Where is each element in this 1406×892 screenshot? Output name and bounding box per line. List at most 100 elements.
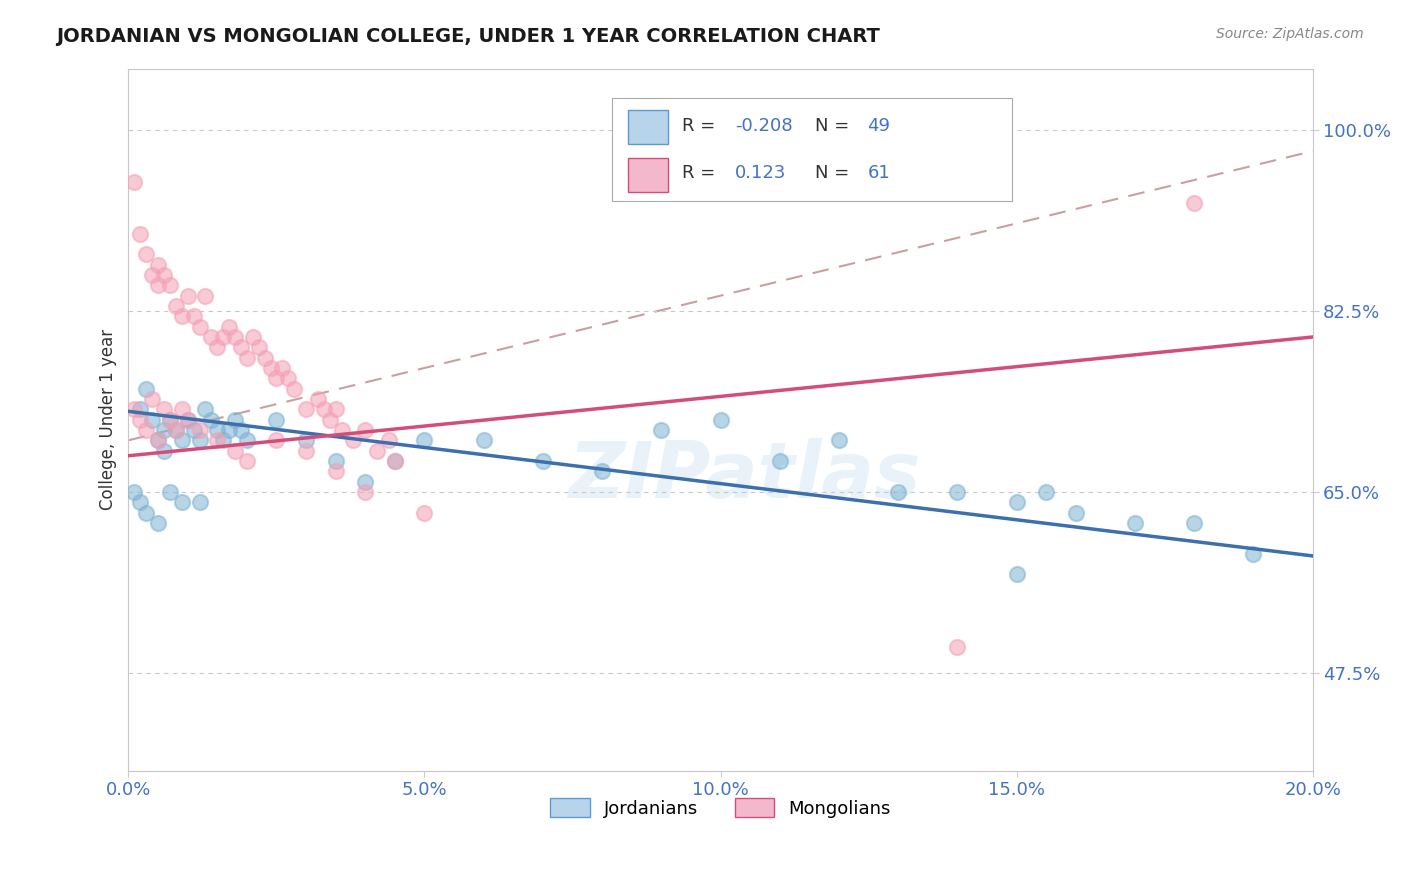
Point xyxy=(141,392,163,406)
Text: N =: N = xyxy=(815,164,849,182)
Text: -0.208: -0.208 xyxy=(735,117,793,135)
Point xyxy=(141,268,163,282)
Text: N =: N = xyxy=(815,117,849,135)
Point xyxy=(828,434,851,448)
Point xyxy=(236,351,259,365)
Point xyxy=(472,434,495,448)
Text: ZIPatlas: ZIPatlas xyxy=(568,438,921,514)
Point xyxy=(188,495,211,509)
Point xyxy=(229,340,252,354)
Point xyxy=(1005,567,1028,582)
Point xyxy=(259,361,281,376)
Point xyxy=(212,330,235,344)
Point xyxy=(200,330,222,344)
Point xyxy=(135,423,157,437)
Point xyxy=(200,412,222,426)
Text: R =: R = xyxy=(682,117,716,135)
Point xyxy=(319,412,342,426)
Point xyxy=(165,423,187,437)
Point xyxy=(312,402,335,417)
Point xyxy=(354,423,377,437)
Point xyxy=(159,278,181,293)
Point xyxy=(153,268,176,282)
Point xyxy=(887,484,910,499)
Point xyxy=(384,454,406,468)
Point xyxy=(188,434,211,448)
Point xyxy=(325,402,347,417)
Point xyxy=(165,299,187,313)
Point xyxy=(188,423,211,437)
Point xyxy=(591,464,613,478)
Point xyxy=(650,423,672,437)
Point xyxy=(146,434,169,448)
Point xyxy=(124,175,146,189)
Legend: Jordanians, Mongolians: Jordanians, Mongolians xyxy=(543,791,898,825)
Point xyxy=(153,423,176,437)
Point xyxy=(153,443,176,458)
Point xyxy=(124,402,146,417)
Point xyxy=(946,484,969,499)
Point xyxy=(212,434,235,448)
Point xyxy=(709,412,731,426)
Point xyxy=(1123,516,1146,530)
Point xyxy=(236,454,259,468)
Point xyxy=(366,443,388,458)
Point xyxy=(183,310,205,324)
Point xyxy=(129,227,152,241)
Point xyxy=(1241,547,1264,561)
Point xyxy=(176,288,198,302)
Point xyxy=(135,506,157,520)
Point xyxy=(378,434,401,448)
Point xyxy=(207,423,229,437)
Point xyxy=(218,319,240,334)
Point xyxy=(159,412,181,426)
Point xyxy=(1182,195,1205,210)
Point xyxy=(1035,484,1057,499)
Point xyxy=(325,464,347,478)
Point xyxy=(188,319,211,334)
Text: 61: 61 xyxy=(868,164,890,182)
Point xyxy=(413,506,436,520)
Point xyxy=(325,454,347,468)
Point xyxy=(277,371,299,385)
Point xyxy=(769,454,792,468)
Text: 0.123: 0.123 xyxy=(735,164,787,182)
Point xyxy=(307,392,329,406)
Point xyxy=(129,495,152,509)
Point xyxy=(236,434,259,448)
Point xyxy=(295,434,318,448)
Point xyxy=(146,516,169,530)
Point xyxy=(342,434,364,448)
Point xyxy=(531,454,554,468)
Point xyxy=(194,288,217,302)
Point xyxy=(124,484,146,499)
Point xyxy=(946,640,969,654)
Point xyxy=(266,434,288,448)
Point xyxy=(170,495,193,509)
Point xyxy=(159,484,181,499)
Point xyxy=(170,402,193,417)
Point xyxy=(413,434,436,448)
Point xyxy=(176,412,198,426)
Point xyxy=(1064,506,1087,520)
Point xyxy=(129,412,152,426)
Point xyxy=(330,423,353,437)
Point xyxy=(229,423,252,437)
Point xyxy=(224,443,246,458)
Point xyxy=(247,340,270,354)
Text: JORDANIAN VS MONGOLIAN COLLEGE, UNDER 1 YEAR CORRELATION CHART: JORDANIAN VS MONGOLIAN COLLEGE, UNDER 1 … xyxy=(56,27,880,45)
Point xyxy=(266,412,288,426)
Point xyxy=(266,371,288,385)
Point xyxy=(242,330,264,344)
Point xyxy=(253,351,276,365)
Point xyxy=(159,412,181,426)
Point xyxy=(207,434,229,448)
Point xyxy=(146,278,169,293)
Point xyxy=(384,454,406,468)
Point xyxy=(283,382,305,396)
Point xyxy=(271,361,294,376)
Point xyxy=(295,443,318,458)
Point xyxy=(170,434,193,448)
Point xyxy=(135,382,157,396)
Text: R =: R = xyxy=(682,164,716,182)
